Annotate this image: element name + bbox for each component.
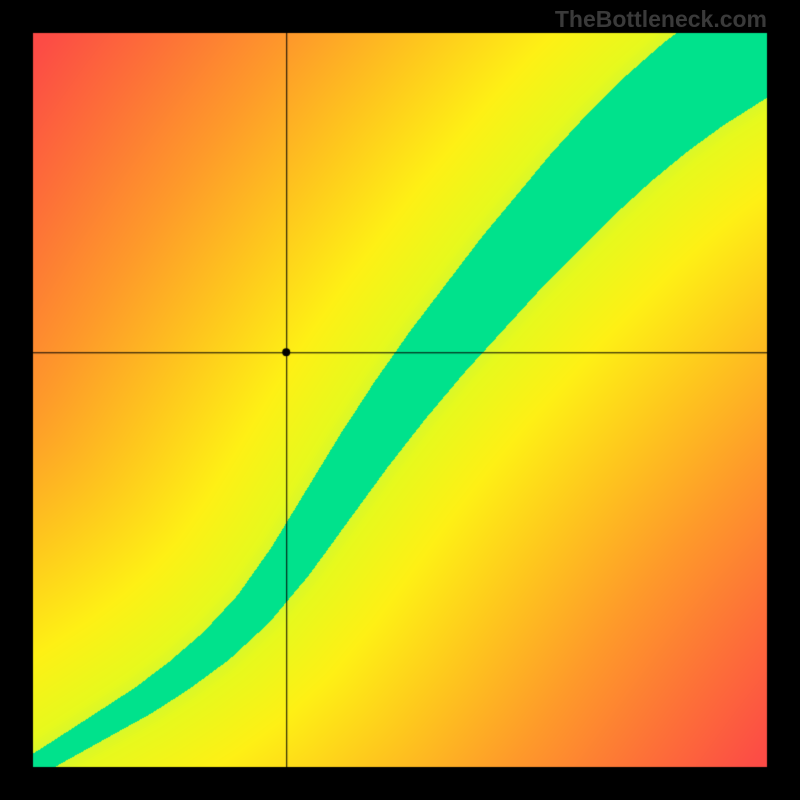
heatmap-canvas — [0, 0, 800, 800]
watermark-text: TheBottleneck.com — [555, 6, 767, 33]
chart-container: TheBottleneck.com — [0, 0, 800, 800]
